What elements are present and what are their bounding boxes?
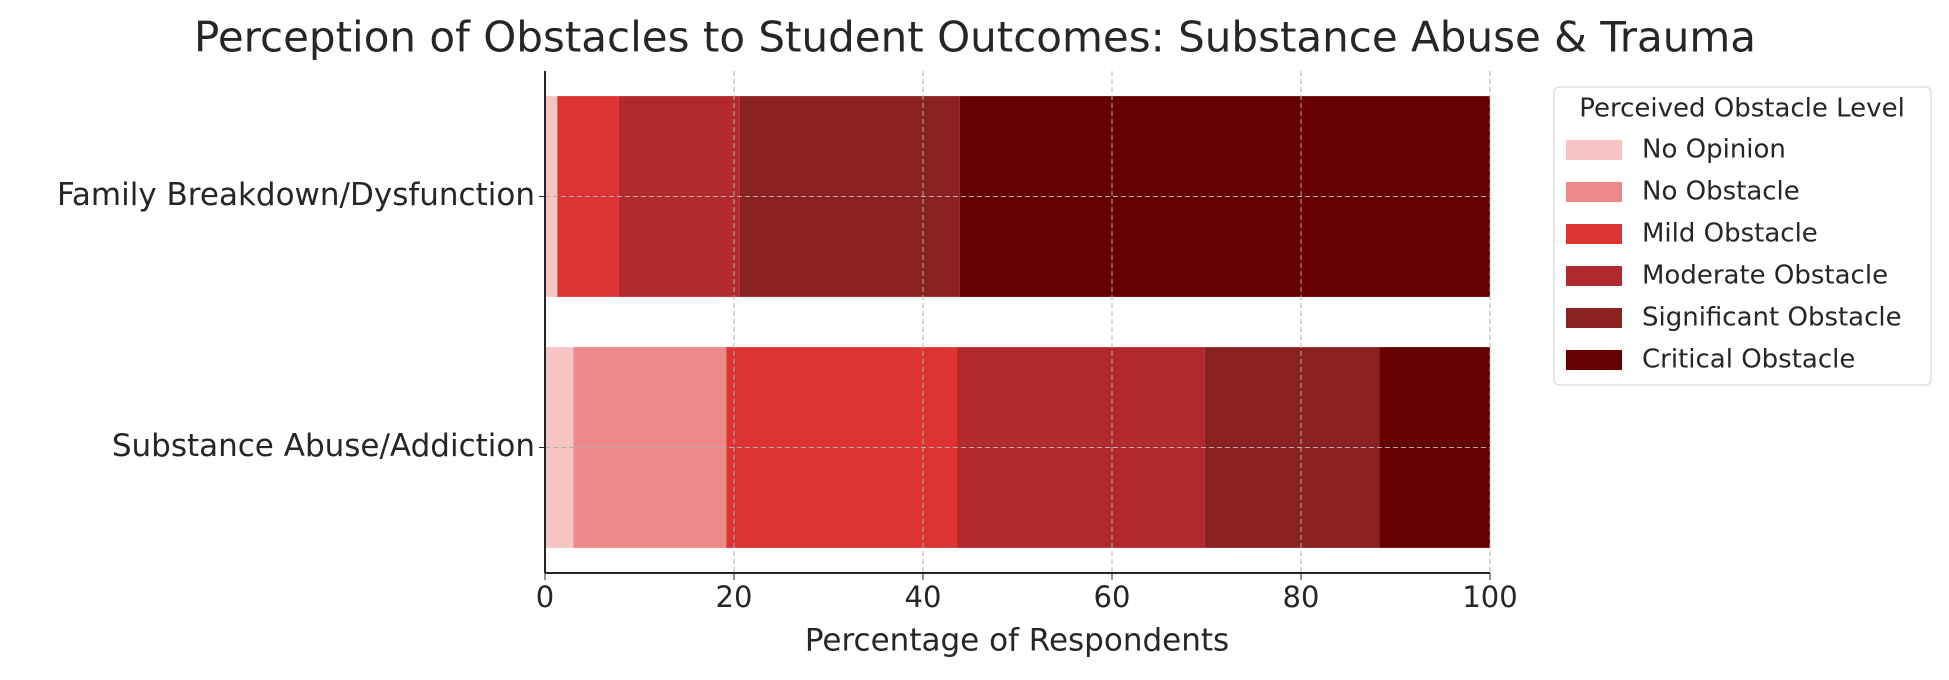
chart-title: Perception of Obstacles to Student Outco… (194, 13, 1756, 62)
bar-segment (618, 96, 740, 297)
y-tick-label: Substance Abuse/Addiction (112, 428, 535, 464)
x-tick-label: 60 (1094, 580, 1131, 614)
x-tick-label: 0 (536, 580, 554, 614)
legend-swatch (1566, 350, 1622, 370)
legend-swatch (1566, 182, 1622, 202)
x-axis-label: Percentage of Respondents (805, 623, 1229, 659)
legend-box (1553, 86, 1932, 386)
legend-swatch (1566, 266, 1622, 286)
legend-label: No Obstacle (1642, 177, 1800, 207)
legend-label: Significant Obstacle (1642, 303, 1902, 333)
legend-label: Mild Obstacle (1642, 219, 1818, 249)
legend-label: No Opinion (1642, 135, 1786, 165)
legend-swatch (1566, 308, 1622, 328)
legend-label: Moderate Obstacle (1642, 261, 1888, 291)
x-tick-label: 40 (905, 580, 942, 614)
legend-swatch (1566, 140, 1622, 160)
x-tick-label: 20 (716, 580, 753, 614)
bar-segment (545, 96, 558, 297)
x-tick-label: 100 (1462, 580, 1517, 614)
legend-swatch (1566, 224, 1622, 244)
x-tick-label: 80 (1283, 580, 1320, 614)
y-tick-label: Family Breakdown/Dysfunction (57, 177, 535, 213)
legend-title: Perceived Obstacle Level (1579, 94, 1905, 124)
legend-label: Critical Obstacle (1642, 345, 1855, 375)
